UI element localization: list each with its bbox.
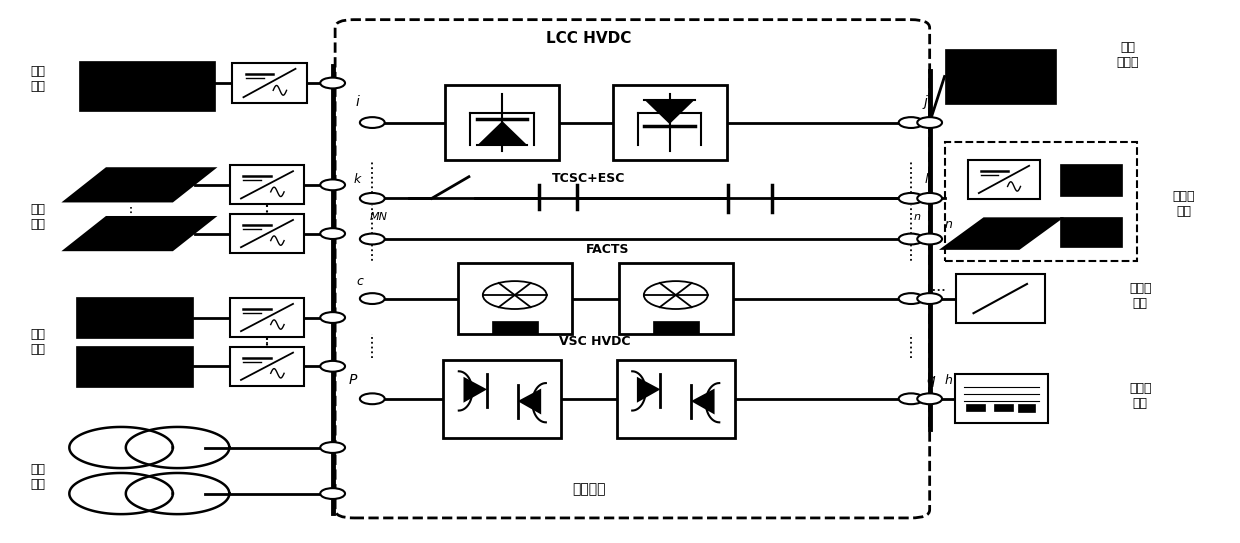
Polygon shape [62,216,217,251]
FancyBboxPatch shape [956,274,1045,323]
Circle shape [320,78,345,89]
FancyBboxPatch shape [945,49,1056,104]
Circle shape [360,117,384,128]
Circle shape [899,193,924,204]
FancyBboxPatch shape [618,359,734,438]
Text: h: h [945,374,952,387]
FancyBboxPatch shape [966,403,985,411]
Polygon shape [464,377,487,403]
FancyBboxPatch shape [229,214,304,253]
FancyBboxPatch shape [613,85,727,161]
Text: VSC HVDC: VSC HVDC [559,334,631,348]
Polygon shape [645,100,694,124]
Circle shape [918,117,942,128]
Text: i: i [356,96,360,109]
Polygon shape [939,217,1064,250]
FancyBboxPatch shape [1018,403,1035,413]
Text: 交直流
微网: 交直流 微网 [1128,382,1152,410]
FancyBboxPatch shape [229,347,304,386]
Polygon shape [62,167,217,203]
Text: n: n [914,212,921,222]
Text: j: j [924,96,928,109]
Circle shape [644,281,708,309]
Circle shape [360,393,384,404]
Text: MN: MN [370,212,387,222]
FancyBboxPatch shape [229,166,304,204]
FancyBboxPatch shape [945,142,1137,261]
Polygon shape [637,377,661,403]
FancyBboxPatch shape [335,20,930,518]
FancyBboxPatch shape [445,85,559,161]
Circle shape [918,233,942,244]
FancyBboxPatch shape [653,321,698,334]
Polygon shape [517,389,541,414]
Text: k: k [353,173,361,186]
Text: ᵥᵥᵥ: ᵥᵥᵥ [120,469,129,475]
FancyBboxPatch shape [458,263,572,334]
Circle shape [360,233,384,244]
FancyBboxPatch shape [492,321,537,334]
Text: P: P [348,372,357,387]
FancyBboxPatch shape [444,359,562,438]
FancyBboxPatch shape [1060,165,1122,195]
Text: 输电网络: 输电网络 [573,483,606,496]
Polygon shape [691,389,714,414]
Circle shape [360,293,384,304]
Circle shape [320,179,345,190]
FancyBboxPatch shape [955,375,1048,423]
Text: q: q [926,372,935,387]
FancyBboxPatch shape [76,346,193,387]
Circle shape [320,312,345,323]
FancyBboxPatch shape [994,403,1013,411]
Text: 微气
发作: 微气 发作 [30,65,46,93]
Circle shape [899,393,924,404]
Text: 光伏
发电: 光伏 发电 [30,203,46,231]
Circle shape [360,193,384,204]
FancyBboxPatch shape [619,263,733,334]
Circle shape [899,293,924,304]
Circle shape [482,281,547,309]
FancyBboxPatch shape [229,298,304,337]
Circle shape [320,488,345,499]
Circle shape [899,117,924,128]
Text: FACTS: FACTS [585,243,630,256]
Circle shape [918,293,942,304]
Circle shape [899,233,924,244]
Circle shape [320,228,345,239]
FancyBboxPatch shape [78,61,215,111]
Text: 火电
机组: 火电 机组 [30,463,46,491]
Text: l: l [924,173,928,186]
Polygon shape [477,121,527,146]
Text: 恒功率
负载: 恒功率 负载 [1128,282,1152,310]
Circle shape [918,193,942,204]
Text: n: n [945,218,952,231]
Text: 分布式
发电: 分布式 发电 [1172,190,1195,218]
Text: 强发
输系统: 强发 输系统 [1116,41,1140,69]
Text: 风力
发电: 风力 发电 [30,328,46,356]
FancyBboxPatch shape [232,62,306,103]
Circle shape [918,393,942,404]
FancyBboxPatch shape [76,297,193,338]
Text: LCC HVDC: LCC HVDC [547,31,631,46]
FancyBboxPatch shape [968,160,1040,199]
FancyBboxPatch shape [1060,217,1122,247]
Text: c: c [356,275,363,288]
Text: TCSC+ESC: TCSC+ESC [552,172,626,185]
Circle shape [320,442,345,453]
Circle shape [320,361,345,372]
